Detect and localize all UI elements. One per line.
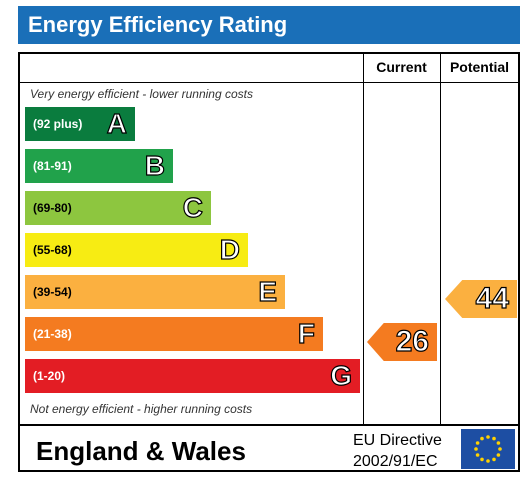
band-range: (39-54) (33, 285, 72, 299)
band-b: (81-91) B (25, 149, 173, 183)
current-rating-arrow: 26 (367, 323, 437, 361)
eu-directive: EU Directive 2002/91/EC (353, 430, 442, 472)
band-letter: B (144, 150, 165, 181)
band-c: (69-80) C (25, 191, 211, 225)
potential-rating-arrow: 44 (445, 280, 517, 318)
potential-column-header: Potential (449, 59, 510, 75)
band-range: (81-91) (33, 159, 72, 173)
band-letter: E (258, 276, 278, 307)
band-range: (1-20) (33, 369, 66, 383)
directive-line-1: EU Directive (353, 432, 442, 449)
band-f: (21-38) F (25, 317, 323, 351)
band-letter: C (182, 192, 203, 223)
band-a: (92 plus) A (25, 107, 135, 141)
band-g: (1-20) G (25, 359, 360, 393)
current-column-header: Current (376, 59, 427, 75)
rating-frame: Current Potential Very energy efficient … (18, 52, 520, 472)
band-d: (55-68) D (25, 233, 248, 267)
efficient-note: Very energy efficient - lower running co… (30, 87, 253, 101)
band-range: (92 plus) (33, 117, 83, 131)
inefficient-note: Not energy efficient - higher running co… (30, 402, 253, 416)
band-letter: D (219, 234, 240, 265)
column-divider (363, 54, 364, 424)
header-divider (20, 82, 518, 83)
band-letter: G (330, 360, 353, 391)
band-letter: F (297, 318, 315, 349)
footer-divider (20, 424, 518, 426)
region-label: England & Wales (36, 436, 246, 466)
band-letter: A (106, 108, 127, 139)
band-e: (39-54) E (25, 275, 285, 309)
band-range: (55-68) (33, 243, 72, 257)
directive-line-2: 2002/91/EC (353, 453, 438, 470)
band-range: (69-80) (33, 201, 72, 215)
band-range: (21-38) (33, 327, 72, 341)
column-divider (440, 54, 441, 424)
chart-title: Energy Efficiency Rating (18, 6, 520, 44)
eu-flag-icon (461, 429, 515, 469)
